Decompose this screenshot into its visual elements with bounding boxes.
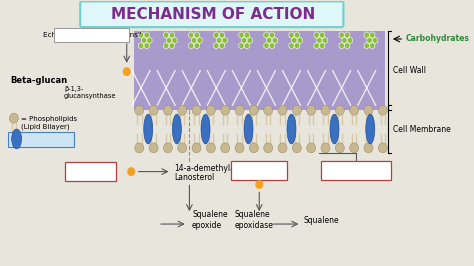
Text: Carbohydrates: Carbohydrates: [406, 35, 470, 44]
Circle shape: [307, 143, 316, 153]
Bar: [134, 31, 384, 110]
FancyBboxPatch shape: [321, 161, 391, 181]
Ellipse shape: [12, 129, 21, 149]
Text: Lanosterol: Lanosterol: [174, 173, 214, 182]
Circle shape: [264, 143, 273, 153]
Circle shape: [321, 105, 330, 115]
Circle shape: [127, 167, 135, 176]
Circle shape: [255, 180, 263, 189]
Circle shape: [221, 143, 230, 153]
Text: = Phospholipids
(Lipid Bilayer): = Phospholipids (Lipid Bilayer): [21, 116, 77, 130]
Circle shape: [164, 105, 173, 115]
Circle shape: [149, 143, 158, 153]
Text: Echinocandins or "Fungins": Echinocandins or "Fungins": [43, 32, 141, 38]
Circle shape: [206, 105, 215, 115]
FancyBboxPatch shape: [54, 28, 129, 42]
Ellipse shape: [287, 114, 296, 144]
Circle shape: [378, 105, 387, 115]
Circle shape: [249, 143, 258, 153]
Circle shape: [149, 105, 158, 115]
FancyBboxPatch shape: [65, 162, 116, 181]
Circle shape: [9, 113, 18, 123]
Text: Cell Wall: Cell Wall: [392, 66, 426, 75]
Circle shape: [364, 105, 373, 115]
Circle shape: [178, 105, 187, 115]
Ellipse shape: [201, 114, 210, 144]
Circle shape: [378, 143, 387, 153]
Circle shape: [321, 143, 330, 153]
Text: 14-a-demethylase: 14-a-demethylase: [174, 164, 244, 173]
Text: β-1,3-
glucansynthase: β-1,3- glucansynthase: [64, 86, 117, 99]
Ellipse shape: [330, 114, 339, 144]
Circle shape: [192, 143, 201, 153]
FancyBboxPatch shape: [80, 1, 344, 27]
FancyBboxPatch shape: [231, 161, 287, 181]
Circle shape: [350, 105, 359, 115]
Circle shape: [336, 105, 344, 115]
Ellipse shape: [173, 114, 182, 144]
Circle shape: [292, 105, 301, 115]
Circle shape: [307, 105, 316, 115]
Circle shape: [264, 105, 273, 115]
Circle shape: [278, 105, 287, 115]
Circle shape: [364, 143, 373, 153]
Circle shape: [249, 105, 258, 115]
Ellipse shape: [366, 114, 375, 144]
Circle shape: [278, 143, 287, 153]
Circle shape: [164, 143, 173, 153]
Text: MECHANISM OF ACTION: MECHANISM OF ACTION: [111, 7, 316, 22]
Text: "Azoles"
Inhibits: "Azoles" Inhibits: [73, 162, 109, 181]
Circle shape: [206, 143, 215, 153]
Circle shape: [123, 67, 131, 76]
Text: Cell Membrane: Cell Membrane: [392, 124, 450, 134]
Circle shape: [135, 105, 144, 115]
Text: Squalene
epoxidase: Squalene epoxidase: [234, 210, 273, 230]
Circle shape: [192, 105, 201, 115]
Circle shape: [135, 143, 144, 153]
Text: Terbinafine
Inhibits: Terbinafine Inhibits: [235, 161, 284, 180]
FancyBboxPatch shape: [8, 132, 74, 147]
Circle shape: [221, 105, 230, 115]
Circle shape: [235, 105, 244, 115]
Circle shape: [292, 143, 301, 153]
Ellipse shape: [144, 114, 153, 144]
Text: Squalene
epoxide: Squalene epoxide: [192, 210, 228, 230]
Text: Amphotericin B
& Nystatin: Amphotericin B & Nystatin: [323, 161, 389, 180]
Circle shape: [178, 143, 187, 153]
Ellipse shape: [244, 114, 253, 144]
Circle shape: [350, 143, 359, 153]
Circle shape: [336, 143, 344, 153]
Text: Beta-glucan: Beta-glucan: [10, 76, 67, 85]
Text: Squalene: Squalene: [303, 215, 339, 225]
Circle shape: [235, 143, 244, 153]
Text: = Ergosterol: = Ergosterol: [25, 136, 70, 142]
